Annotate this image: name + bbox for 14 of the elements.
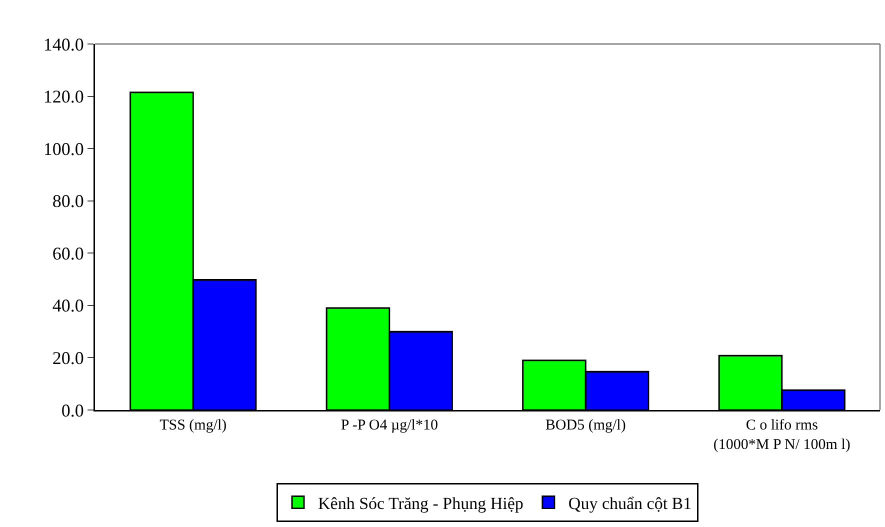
y-tick-label: 40.0 bbox=[52, 296, 84, 316]
y-tick-label: 140.0 bbox=[43, 34, 84, 54]
legend-label: Kênh Sóc Trăng - Phụng Hiệp bbox=[318, 494, 524, 513]
x-tick-label: P -P O4 µg/l*10 bbox=[340, 418, 438, 434]
y-tick-label: 60.0 bbox=[52, 243, 84, 264]
y-tick-label: 0.0 bbox=[61, 400, 84, 420]
x-tick-label: BOD5 (mg/l) bbox=[545, 418, 626, 434]
y-tick-label: 80.0 bbox=[52, 191, 84, 212]
x-tick-label: TSS (mg/l) bbox=[160, 418, 227, 434]
x-tick-label: C o lifo rms (1000*M P N/ 100m l) bbox=[713, 418, 850, 453]
legend-label: Quy chuẩn cột B1 bbox=[568, 494, 692, 513]
y-tick-label: 20.0 bbox=[52, 348, 84, 368]
y-tick-label: 120.0 bbox=[43, 86, 84, 107]
y-tick-label: 100.0 bbox=[43, 138, 84, 159]
